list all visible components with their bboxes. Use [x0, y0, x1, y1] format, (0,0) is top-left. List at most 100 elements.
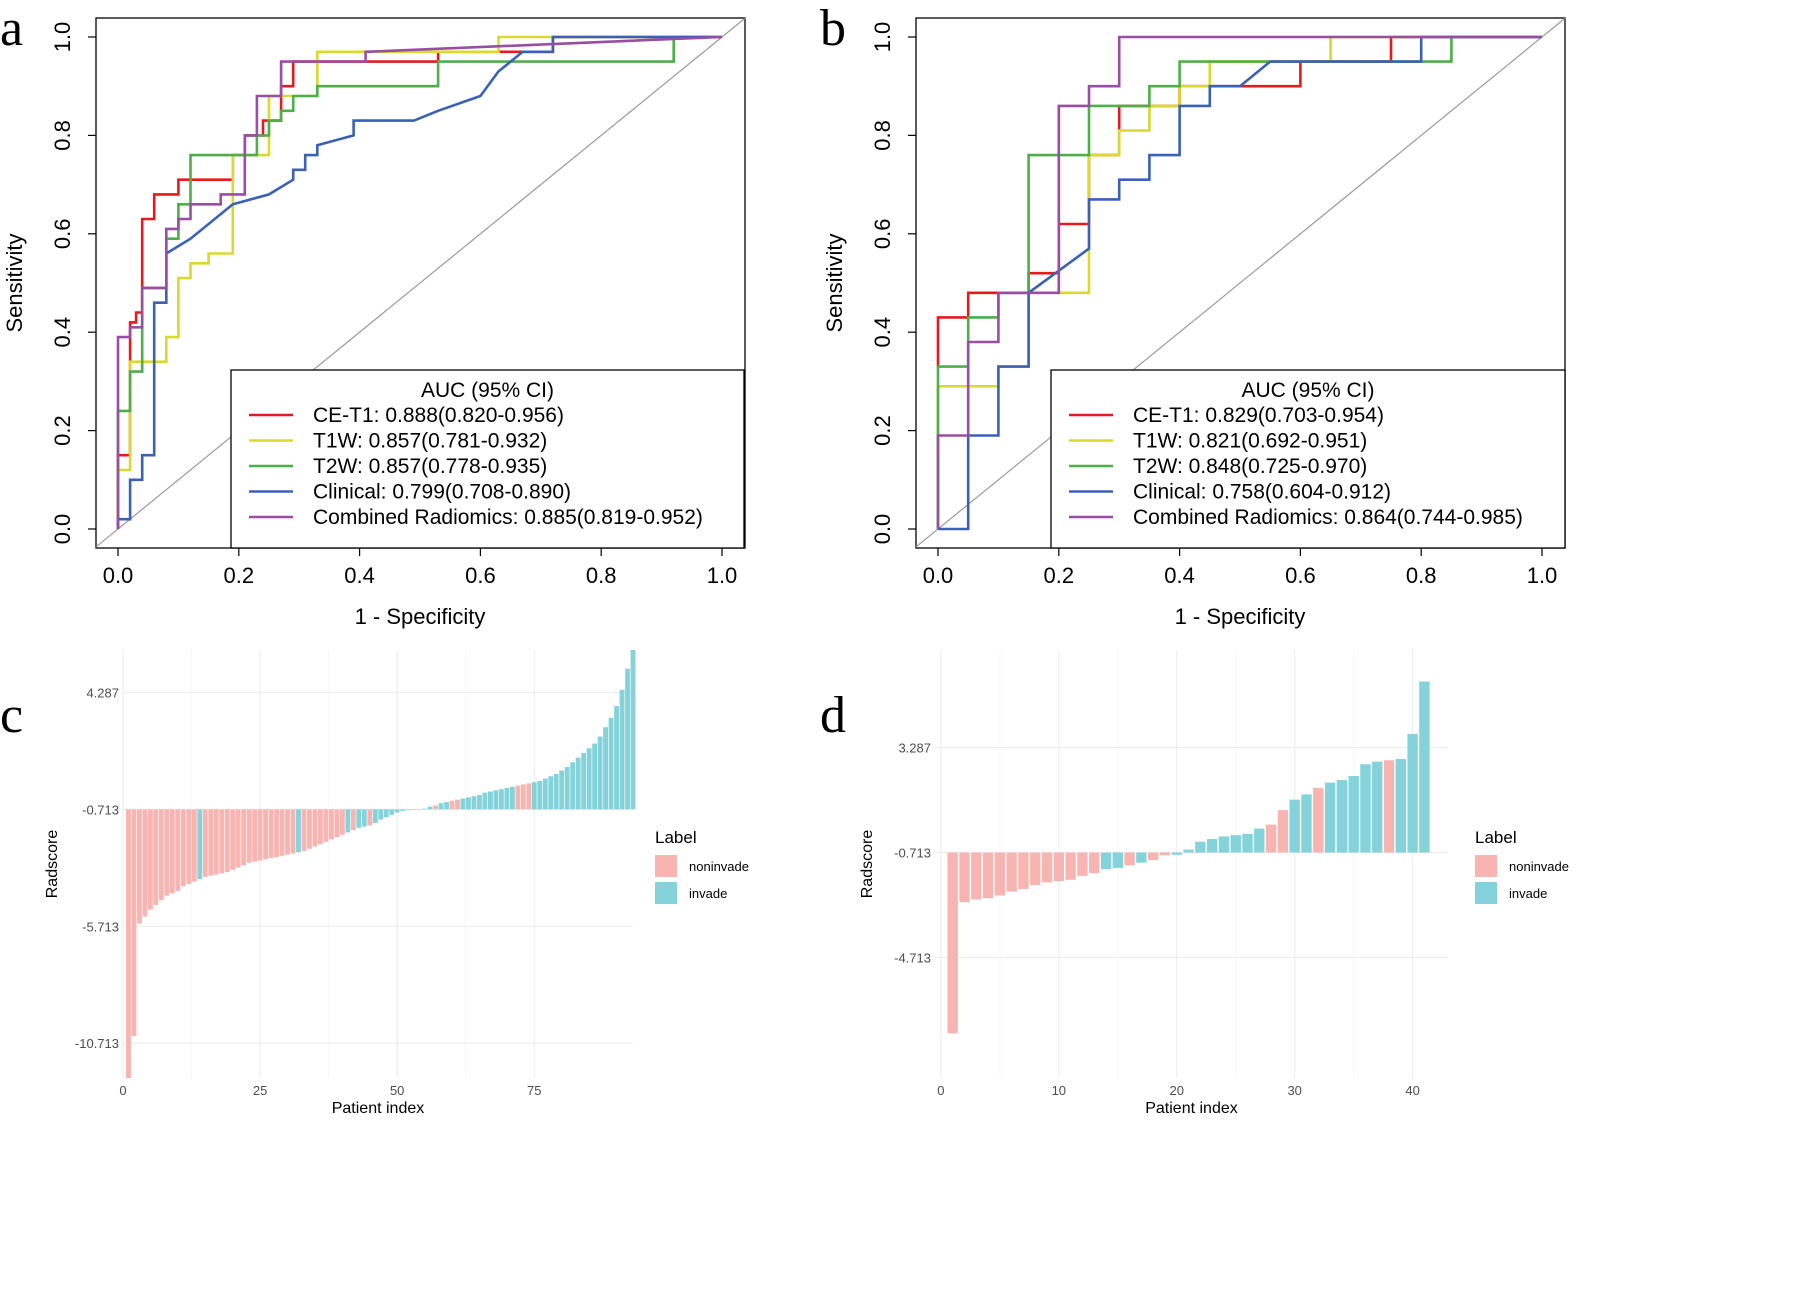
- x-tick-label: 30: [1287, 1083, 1301, 1098]
- y-axis-label: Sensitivity: [822, 233, 847, 332]
- bar-noninvade: [1041, 852, 1053, 883]
- gridlines: [122, 650, 633, 1078]
- legend-entry: noninvade: [1509, 859, 1569, 874]
- bar-invade: [378, 809, 384, 820]
- roc-curve-t1w: [116, 35, 722, 529]
- bars: [126, 650, 636, 1078]
- y-tick-label: 0.4: [50, 317, 75, 348]
- bar-invade: [564, 766, 570, 810]
- bar-noninvade: [153, 809, 159, 905]
- bar-invade: [460, 798, 466, 810]
- bar-noninvade: [246, 809, 252, 863]
- bar-noninvade: [1383, 760, 1395, 853]
- bar-noninvade: [1065, 852, 1076, 880]
- legend-title: Label: [1475, 828, 1517, 847]
- legend-swatch-noninvade: [655, 855, 677, 877]
- bar-noninvade: [235, 809, 241, 868]
- bar-invade: [422, 808, 428, 810]
- y-tick-label: 0.6: [870, 219, 895, 250]
- bar-noninvade: [158, 809, 164, 901]
- bar-invade: [400, 809, 406, 811]
- bar-noninvade: [257, 809, 263, 861]
- bar-invade: [1348, 776, 1359, 853]
- bar-invade: [504, 787, 510, 810]
- bar-invade: [389, 809, 395, 815]
- bar-noninvade: [208, 809, 214, 876]
- bar-noninvade: [449, 800, 455, 810]
- bar-invade: [296, 809, 301, 853]
- x-tick-label: 0.0: [923, 563, 954, 588]
- y-tick-label: -5.713: [82, 919, 119, 934]
- bar-noninvade: [126, 809, 131, 1078]
- bar-invade: [1254, 828, 1265, 853]
- bar-invade: [488, 791, 493, 810]
- y-axis-label: Radscore: [44, 830, 61, 899]
- x-tick-label: 0.8: [1406, 563, 1437, 588]
- x-tick-label: 0: [937, 1083, 944, 1098]
- bar-noninvade: [274, 809, 279, 857]
- roc-curve-combined-radiomics: [116, 35, 723, 529]
- y-tick-label: 0.0: [50, 514, 75, 545]
- x-tick-label: 0.4: [344, 563, 375, 588]
- legend-box: [230, 369, 745, 549]
- y-tick-label: 0.6: [50, 219, 75, 250]
- bar-noninvade: [290, 809, 296, 854]
- bar-noninvade: [339, 809, 345, 835]
- bar-invade: [603, 727, 608, 810]
- bar-invade: [548, 776, 554, 810]
- bar-invade: [1136, 852, 1147, 863]
- bar-invade: [1195, 841, 1206, 853]
- bar-invade: [498, 789, 504, 810]
- bar-noninvade: [137, 809, 142, 924]
- bar-invade: [575, 757, 581, 810]
- legend-box: [1050, 369, 1566, 549]
- legend-entry: CE-T1: 0.829(0.703-0.954): [1133, 404, 1384, 427]
- bar-noninvade: [148, 809, 153, 910]
- bar-invade: [1171, 852, 1182, 855]
- bar-invade: [345, 809, 351, 833]
- bar-invade: [1336, 779, 1348, 853]
- bar-noninvade: [318, 809, 323, 845]
- bar-invade: [1218, 836, 1230, 853]
- bars: [947, 681, 1430, 1034]
- panel-letter-d: d: [820, 687, 846, 744]
- bar-noninvade: [959, 852, 970, 903]
- legend-entry: CE-T1: 0.888(0.820-0.956): [313, 404, 564, 427]
- y-tick-label: 0.2: [870, 415, 895, 446]
- x-axis-label: 1 - Specificity: [1175, 604, 1306, 629]
- bar-noninvade: [1313, 787, 1324, 853]
- bar-invade: [356, 809, 362, 828]
- bar-invade: [372, 809, 378, 824]
- y-tick-label: 0.2: [50, 415, 75, 446]
- bar-noninvade: [1277, 810, 1289, 853]
- bar-noninvade: [971, 852, 982, 900]
- bar-noninvade: [312, 809, 318, 847]
- bar-invade: [509, 786, 515, 810]
- bar-noninvade: [219, 809, 225, 874]
- bar-invade: [197, 809, 203, 880]
- bar-noninvade: [334, 809, 340, 838]
- legend: Label noninvade invade: [655, 828, 749, 904]
- legend: AUC (95% CI)CE-T1: 0.829(0.703-0.954) T1W…: [1050, 369, 1566, 549]
- legend: AUC (95% CI)CE-T1: 0.888(0.820-0.956) T1W…: [230, 369, 745, 549]
- y-tick-label: 0.8: [870, 120, 895, 151]
- x-axis-label: Patient index: [1145, 1100, 1238, 1117]
- x-tick-label: 0.2: [224, 563, 255, 588]
- bar-noninvade: [526, 783, 532, 810]
- roc-curve-clinical: [938, 35, 1542, 531]
- legend: Label noninvade invade: [1475, 828, 1569, 904]
- x-tick-label: 40: [1405, 1083, 1419, 1098]
- x-tick-label: 0.6: [465, 563, 496, 588]
- x-axis-label: Patient index: [332, 1100, 425, 1117]
- bar-invade: [1183, 849, 1194, 853]
- legend-entry: Combined Radiomics: 0.864(0.744-0.985): [1133, 506, 1523, 529]
- y-tick-label: 1.0: [50, 22, 75, 53]
- bar-invade: [361, 809, 367, 827]
- bar-invade: [597, 736, 603, 810]
- bar-noninvade: [411, 809, 417, 810]
- bar-noninvade: [1077, 852, 1088, 876]
- bar-invade: [493, 790, 499, 810]
- bar-invade: [471, 796, 477, 810]
- bar-invade: [394, 809, 400, 813]
- y-tick-label: -0.713: [894, 846, 931, 861]
